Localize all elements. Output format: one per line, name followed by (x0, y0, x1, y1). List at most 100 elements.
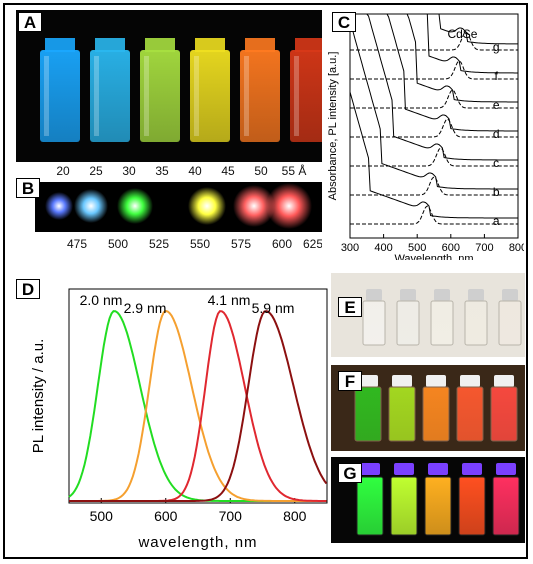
pl-curve-e (350, 89, 518, 109)
vial-highlight (194, 56, 199, 136)
size-tick-label: 35 (155, 164, 169, 178)
vial-neck (245, 38, 275, 52)
panel-f-label: F (338, 371, 362, 391)
wavelength-tick-label: 625 nm (303, 237, 327, 251)
size-tick-label: 30 (122, 164, 136, 178)
series-label-d: d (493, 127, 500, 141)
size-label: 4.1 nm (208, 292, 251, 308)
panel-c-label: C (332, 12, 356, 32)
panel-f-vials-uv (331, 365, 525, 451)
pl-curve-d (350, 118, 518, 138)
figure-frame: A 20 25 30 35 40 45 50 55 Å 475 500 525 550 575 600 62… (3, 3, 528, 559)
vial-cap (428, 463, 448, 475)
x-tick-label: 700 (475, 242, 493, 254)
panel-e-vials-daylight (331, 273, 525, 357)
vial-highlight (244, 56, 249, 136)
vial-cap (496, 463, 516, 475)
size-tick-label: 55 Å (282, 163, 307, 178)
vial (498, 300, 522, 346)
vial (140, 50, 180, 142)
vial-neck (295, 38, 323, 52)
pl-curve-f (350, 60, 518, 80)
vial (90, 50, 130, 142)
vial (490, 386, 518, 442)
vial-highlight (44, 56, 49, 136)
vial (290, 50, 323, 142)
series-label-g: g (493, 40, 500, 54)
vial (240, 50, 280, 142)
wavelength-tick-label: 525 (149, 237, 169, 251)
vial (362, 300, 386, 346)
chart-c: 300 400 500 600 700 800 Wavelength, nm Absorban… (327, 13, 524, 260)
absorbance-curve-c (350, 13, 518, 161)
vial-highlight (144, 56, 149, 136)
size-label: 2.9 nm (124, 300, 167, 316)
vial (464, 300, 488, 346)
panel-a-vials-photo (16, 10, 323, 162)
vial-cap (468, 289, 484, 301)
vials-row-a (40, 38, 323, 142)
pl-curve-41nm (69, 310, 327, 502)
vial-cap (494, 375, 514, 387)
vial (190, 50, 230, 142)
vial-cap (460, 375, 480, 387)
x-tick-label: 600 (154, 508, 178, 524)
x-tick-label: 500 (90, 508, 114, 524)
glowing-dot (188, 187, 226, 225)
vial (354, 386, 382, 442)
pl-curve-59nm (69, 310, 328, 502)
vial-cap (392, 375, 412, 387)
series-label-c: c (493, 156, 499, 170)
vial-neck (45, 38, 75, 52)
wavelength-tick-label: 575 (231, 237, 251, 251)
vial (422, 386, 450, 442)
size-tick-label: 20 (56, 164, 70, 178)
vial-neck (95, 38, 125, 52)
glowing-dot (45, 192, 73, 220)
size-label: 5.9 nm (252, 300, 295, 316)
wavelength-tick-label: 550 (190, 237, 210, 251)
glowing-dot (117, 188, 153, 224)
vial (492, 476, 520, 536)
vial (458, 476, 486, 536)
panel-c-absorbance-chart: 300 400 500 600 700 800 Wavelength, nm Absorban… (322, 8, 524, 260)
dots-graphic: 20 25 30 35 40 45 50 55 Å 475 500 525 550 575 600 625 … (35, 163, 327, 251)
plot-frame (68, 288, 328, 504)
y-axis-title: PL intensity / a.u. (30, 339, 47, 454)
panel-g-label: G (338, 463, 362, 483)
size-tick-label: 40 (188, 164, 202, 178)
pl-curve-29nm (69, 309, 327, 502)
vial-cap (462, 463, 482, 475)
absorbance-curve-b (349, 20, 518, 190)
glowing-dot (74, 189, 108, 223)
glowing-dot (266, 183, 312, 229)
series-label-f: f (494, 69, 498, 83)
vial-cap (434, 289, 450, 301)
vial-highlight (94, 56, 99, 136)
vial-cap (400, 289, 416, 301)
vial (40, 50, 80, 142)
x-axis-title: wavelength, nm (137, 534, 257, 551)
size-tick-label: 50 (254, 164, 268, 178)
x-tick-label: 600 (442, 242, 460, 254)
panel-g-vials-glow (331, 457, 525, 543)
vial-cap (426, 375, 446, 387)
pl-curve-20nm (68, 310, 327, 502)
vial (456, 386, 484, 442)
vial-cap (502, 289, 518, 301)
vial-highlight (294, 56, 299, 136)
series-label-a: a (493, 214, 500, 228)
panel-e-label: E (338, 297, 362, 317)
vial (396, 300, 420, 346)
vial-cap (394, 463, 414, 475)
vials-row-f (354, 375, 518, 442)
vial (356, 476, 384, 536)
wavelength-tick-label: 500 (108, 237, 128, 251)
vial (424, 476, 452, 536)
pl-curve-c (350, 147, 518, 167)
size-label: 2.0 nm (80, 292, 123, 308)
vial-cap (358, 375, 378, 387)
x-tick-label: 500 (408, 242, 426, 254)
series-label-e: e (493, 98, 500, 112)
x-tick-label: 300 (341, 242, 359, 254)
